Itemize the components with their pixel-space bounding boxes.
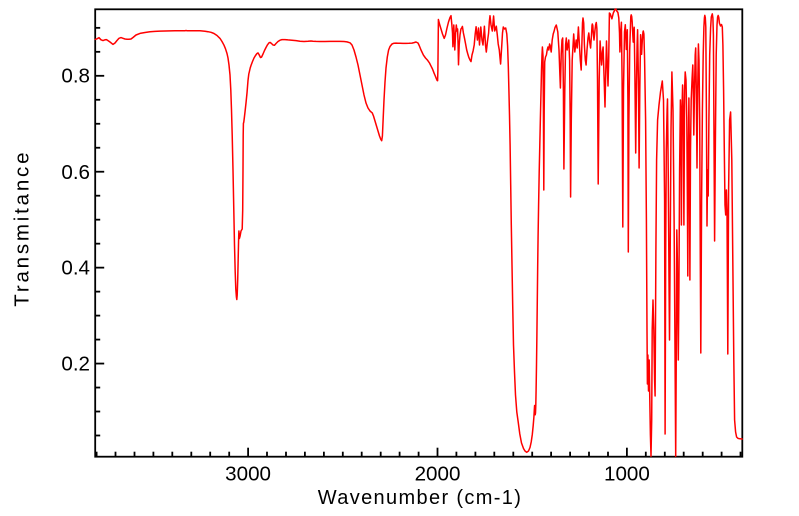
svg-text:0.8: 0.8	[61, 65, 90, 88]
svg-text:1000: 1000	[604, 463, 650, 486]
svg-text:Transmitance: Transmitance	[11, 150, 34, 307]
svg-text:3000: 3000	[225, 463, 271, 486]
svg-text:0.2: 0.2	[61, 352, 90, 375]
svg-text:0.6: 0.6	[61, 161, 90, 184]
svg-text:2000: 2000	[415, 463, 461, 486]
svg-text:Wavenumber (cm-1): Wavenumber (cm-1)	[318, 487, 522, 509]
svg-text:0.4: 0.4	[61, 257, 90, 280]
